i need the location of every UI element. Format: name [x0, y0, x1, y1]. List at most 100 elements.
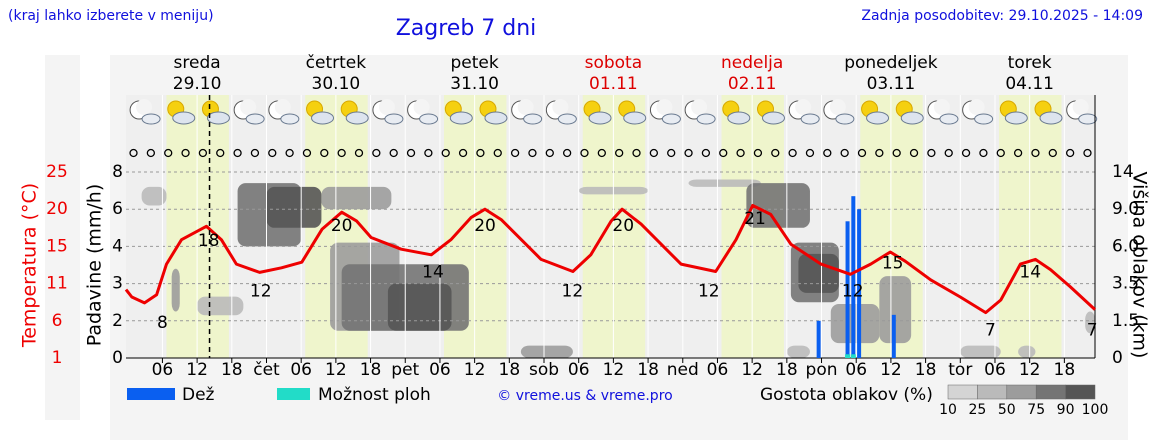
x-tick-label: 06: [845, 360, 867, 380]
cloud-icon: [900, 111, 924, 125]
cloud-cell: [786, 345, 810, 358]
moon-cut: [968, 99, 985, 115]
cloud-icon: [800, 113, 820, 125]
legend-rain-swatch: [127, 388, 175, 400]
wind-icon: [615, 148, 624, 158]
cloud-cell: [171, 268, 180, 312]
day-date: 29.10: [173, 74, 222, 94]
temperature-label: 18: [198, 231, 220, 251]
temperature-label: 20: [612, 216, 634, 236]
x-tick-label: 18: [360, 360, 382, 380]
wind-icon: [736, 148, 745, 158]
precipitation-tick-label: 3: [112, 274, 123, 294]
cloud-tick-label: 1.5: [1112, 311, 1139, 331]
day-date: 31.10: [450, 74, 499, 94]
credit: © vreme.us & vreme.pro: [497, 388, 672, 404]
moon-cut: [933, 99, 950, 115]
wind-icon: [684, 148, 693, 158]
day-name: nedelja: [721, 53, 783, 73]
x-tick-label: 18: [637, 360, 659, 380]
day-name: torek: [1008, 53, 1052, 73]
left-strip: [45, 55, 80, 420]
wind-icon: [580, 148, 589, 158]
cloud-icon: [206, 111, 230, 125]
wind-icon: [302, 148, 312, 158]
cloud-icon: [761, 111, 785, 125]
day-name: sobota: [585, 53, 643, 73]
wind-icon: [389, 148, 398, 158]
x-tick-label: 18: [221, 360, 243, 380]
temperature-label: 12: [562, 281, 584, 301]
precipitation-bar: [845, 221, 850, 358]
x-tick-label: 12: [186, 360, 208, 380]
wind-icon: [354, 148, 364, 158]
density-swatch: [1006, 384, 1037, 400]
cloud-cell: [141, 186, 167, 206]
wind-icon: [528, 148, 537, 158]
day-date: 02.11: [728, 74, 777, 94]
cloud-icon: [245, 113, 265, 125]
cloud-icon: [141, 113, 161, 125]
wind-icon: [181, 148, 190, 158]
density-swatch: [977, 384, 1008, 400]
cloud-tick-label: 0: [1112, 348, 1123, 368]
cloud-legend-title: Gostota oblakov (%): [760, 385, 933, 405]
update-time: Zadnja posodobitev: 29.10.2025 - 14:09: [861, 8, 1143, 24]
wind-icon: [545, 148, 554, 158]
cloud-axis-title: Višina oblakov (km): [1129, 172, 1151, 359]
cloud-cell: [1018, 345, 1036, 358]
temperature-label: 12: [250, 281, 272, 301]
cloud-icon: [835, 113, 855, 125]
wind-icon: [458, 148, 468, 158]
daylight-band: [999, 95, 1062, 358]
precipitation-axis-title: Padavine (mm/h): [84, 184, 106, 347]
day-date: 04.11: [1005, 74, 1054, 94]
cloud-icon: [661, 113, 681, 125]
menu-note: (kraj lahko izberete v meniju): [8, 8, 214, 24]
moon-cut: [136, 99, 153, 115]
legend-rain: Dež: [182, 385, 215, 405]
cloud-icon: [727, 111, 751, 125]
temperature-label: 15: [882, 253, 904, 273]
wind-icon: [476, 148, 485, 158]
moon-cut: [829, 99, 846, 115]
wind-icon: [961, 148, 971, 158]
wind-icon: [701, 148, 711, 158]
wind-icon: [337, 148, 346, 158]
cloud-icon: [974, 113, 994, 125]
cloud-cell: [688, 179, 761, 187]
temperature-label: 20: [331, 216, 353, 236]
cloud-tick-label: 3.5: [1112, 274, 1139, 294]
cloud-icon: [588, 111, 612, 125]
wind-icon: [840, 148, 849, 158]
wind-icon: [164, 148, 173, 158]
wind-icon: [250, 148, 260, 158]
moon-cut: [795, 99, 812, 115]
wind-icon: [285, 148, 294, 158]
wind-icon: [1083, 148, 1092, 158]
precipitation-tick-label: 2: [112, 311, 123, 331]
cloud-icon: [384, 113, 404, 125]
wind-icon: [129, 148, 138, 158]
wind-icon: [441, 148, 450, 158]
density-scale-label: 90: [1057, 402, 1075, 418]
wind-icon: [268, 148, 277, 158]
wind-icon: [1065, 148, 1075, 158]
precipitation-bar: [857, 209, 862, 358]
wind-icon: [979, 148, 988, 158]
wind-icon: [753, 148, 763, 158]
cloud-icon: [345, 111, 369, 125]
density-scale-label: 75: [1027, 402, 1045, 418]
x-tick-label: 18: [915, 360, 937, 380]
wind-icon: [892, 148, 901, 158]
day-name: petek: [451, 53, 499, 73]
temperature-label: 14: [1019, 263, 1041, 283]
moon-cut: [517, 99, 534, 115]
wind-icon: [1013, 148, 1023, 158]
day-name: četrtek: [306, 53, 367, 73]
cloud-tick-label: 6.0: [1112, 236, 1139, 256]
wind-icon: [944, 148, 953, 158]
cloud-icon: [866, 111, 890, 125]
temperature-tick-label: 15: [46, 236, 68, 256]
